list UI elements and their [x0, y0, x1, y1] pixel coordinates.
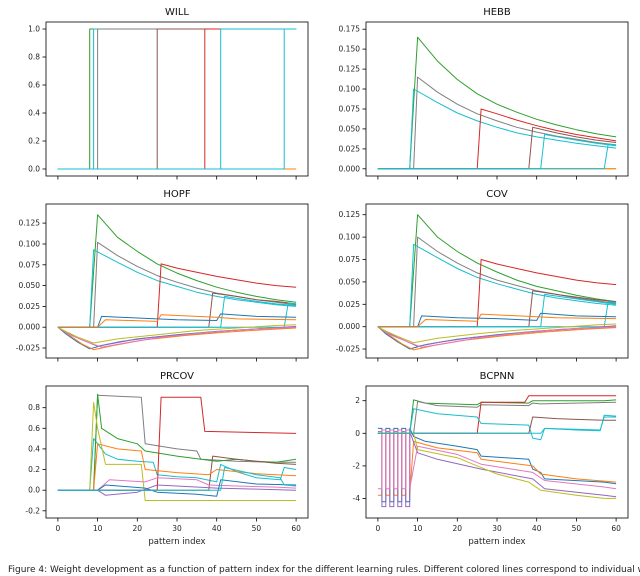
svg-text:40: 40: [532, 524, 542, 533]
svg-text:60: 60: [611, 524, 621, 533]
svg-text:0: 0: [56, 524, 61, 533]
svg-text:0.175: 0.175: [339, 25, 361, 34]
svg-text:0.000: 0.000: [19, 323, 41, 332]
svg-text:0.8: 0.8: [28, 53, 40, 62]
svg-text:0.125: 0.125: [339, 65, 361, 74]
svg-text:-2: -2: [353, 461, 361, 470]
hebb-line-chart: HEBB 0.000 0.025 0.050 0.075 0.100 0.125 0.150 0…: [339, 7, 629, 180]
svg-text:1.0: 1.0: [28, 25, 40, 34]
svg-text:0.150: 0.150: [339, 45, 361, 54]
svg-text:40: 40: [212, 524, 222, 533]
svg-text:-0.025: -0.025: [16, 344, 40, 353]
svg-text:pattern index: pattern index: [148, 537, 205, 547]
svg-text:0: 0: [355, 429, 360, 438]
svg-text:50: 50: [572, 524, 582, 533]
svg-text:HEBB: HEBB: [483, 7, 511, 18]
svg-text:0.100: 0.100: [339, 233, 361, 242]
chart-hopf: HOPF -0.025 0.000 0.025 0.050 0.075 0.100 0.125: [0, 184, 320, 366]
svg-text:30: 30: [492, 524, 502, 533]
svg-text:2: 2: [355, 396, 360, 405]
svg-text:0.4: 0.4: [28, 109, 40, 118]
svg-text:0.100: 0.100: [19, 240, 41, 249]
svg-text:0.125: 0.125: [339, 210, 361, 219]
chart-will: WILL 0.0 0.2 0.4 0.6 0.8 1.0: [0, 2, 320, 184]
chart-grid: WILL 0.0 0.2 0.4 0.6 0.8 1.0 HEBB 0.000 0.025 0.0…: [0, 2, 640, 562]
svg-text:WILL: WILL: [165, 7, 189, 18]
svg-text:BCPNN: BCPNN: [480, 371, 515, 382]
svg-text:0.075: 0.075: [19, 260, 41, 269]
prcov-line-chart: PRCOV -0.2 0.0 0.2 0.4 0.6 0.8 0 10 20 30 40 50 60 pat…: [25, 371, 309, 547]
svg-text:0.050: 0.050: [339, 277, 361, 286]
svg-text:0.2: 0.2: [28, 465, 40, 474]
svg-text:60: 60: [291, 524, 301, 533]
svg-text:50: 50: [252, 524, 262, 533]
svg-text:0.125: 0.125: [19, 219, 41, 228]
svg-text:-4: -4: [353, 494, 361, 503]
svg-text:0.025: 0.025: [339, 144, 361, 153]
svg-text:10: 10: [93, 524, 103, 533]
svg-text:20: 20: [133, 524, 143, 533]
svg-text:0.6: 0.6: [28, 424, 40, 433]
svg-text:0.000: 0.000: [339, 322, 361, 331]
chart-bcpnn: BCPNN -4 -2 0 2 0 10 20 30 40 50 60 pattern index: [320, 366, 640, 562]
svg-text:COV: COV: [486, 189, 508, 200]
svg-text:0.6: 0.6: [28, 81, 40, 90]
svg-text:0.075: 0.075: [339, 105, 361, 114]
cov-line-chart: COV -0.025 0.000 0.025 0.050 0.075 0.100 0.125: [336, 189, 629, 362]
svg-text:0.100: 0.100: [339, 85, 361, 94]
svg-text:0.000: 0.000: [339, 164, 361, 173]
svg-text:0.0: 0.0: [28, 165, 40, 174]
chart-prcov: PRCOV -0.2 0.0 0.2 0.4 0.6 0.8 0 10 20 30 40 50 60 pat…: [0, 366, 320, 562]
chart-hebb: HEBB 0.000 0.025 0.050 0.075 0.100 0.125 0.150 0…: [320, 2, 640, 184]
svg-text:0: 0: [376, 524, 381, 533]
svg-text:pattern index: pattern index: [468, 537, 525, 547]
svg-text:0.4: 0.4: [28, 444, 40, 453]
will-line-chart: WILL 0.0 0.2 0.4 0.6 0.8 1.0: [28, 7, 309, 180]
figure-caption: Figure 4: Weight development as a functi…: [8, 565, 640, 575]
svg-text:0.025: 0.025: [339, 300, 361, 309]
svg-text:0.8: 0.8: [28, 403, 40, 412]
svg-text:20: 20: [453, 524, 463, 533]
svg-text:0.0: 0.0: [28, 486, 40, 495]
svg-text:10: 10: [413, 524, 423, 533]
svg-text:0.2: 0.2: [28, 137, 40, 146]
chart-cov: COV -0.025 0.000 0.025 0.050 0.075 0.100 0.125: [320, 184, 640, 366]
svg-text:0.050: 0.050: [19, 281, 41, 290]
svg-text:30: 30: [172, 524, 182, 533]
svg-text:0.050: 0.050: [339, 124, 361, 133]
hopf-line-chart: HOPF -0.025 0.000 0.025 0.050 0.075 0.100 0.125: [16, 189, 309, 362]
svg-text:HOPF: HOPF: [163, 189, 190, 200]
svg-text:0.075: 0.075: [339, 255, 361, 264]
svg-text:0.025: 0.025: [19, 302, 41, 311]
svg-text:-0.025: -0.025: [336, 345, 360, 354]
svg-text:PRCOV: PRCOV: [160, 371, 194, 382]
svg-text:-0.2: -0.2: [25, 506, 40, 515]
